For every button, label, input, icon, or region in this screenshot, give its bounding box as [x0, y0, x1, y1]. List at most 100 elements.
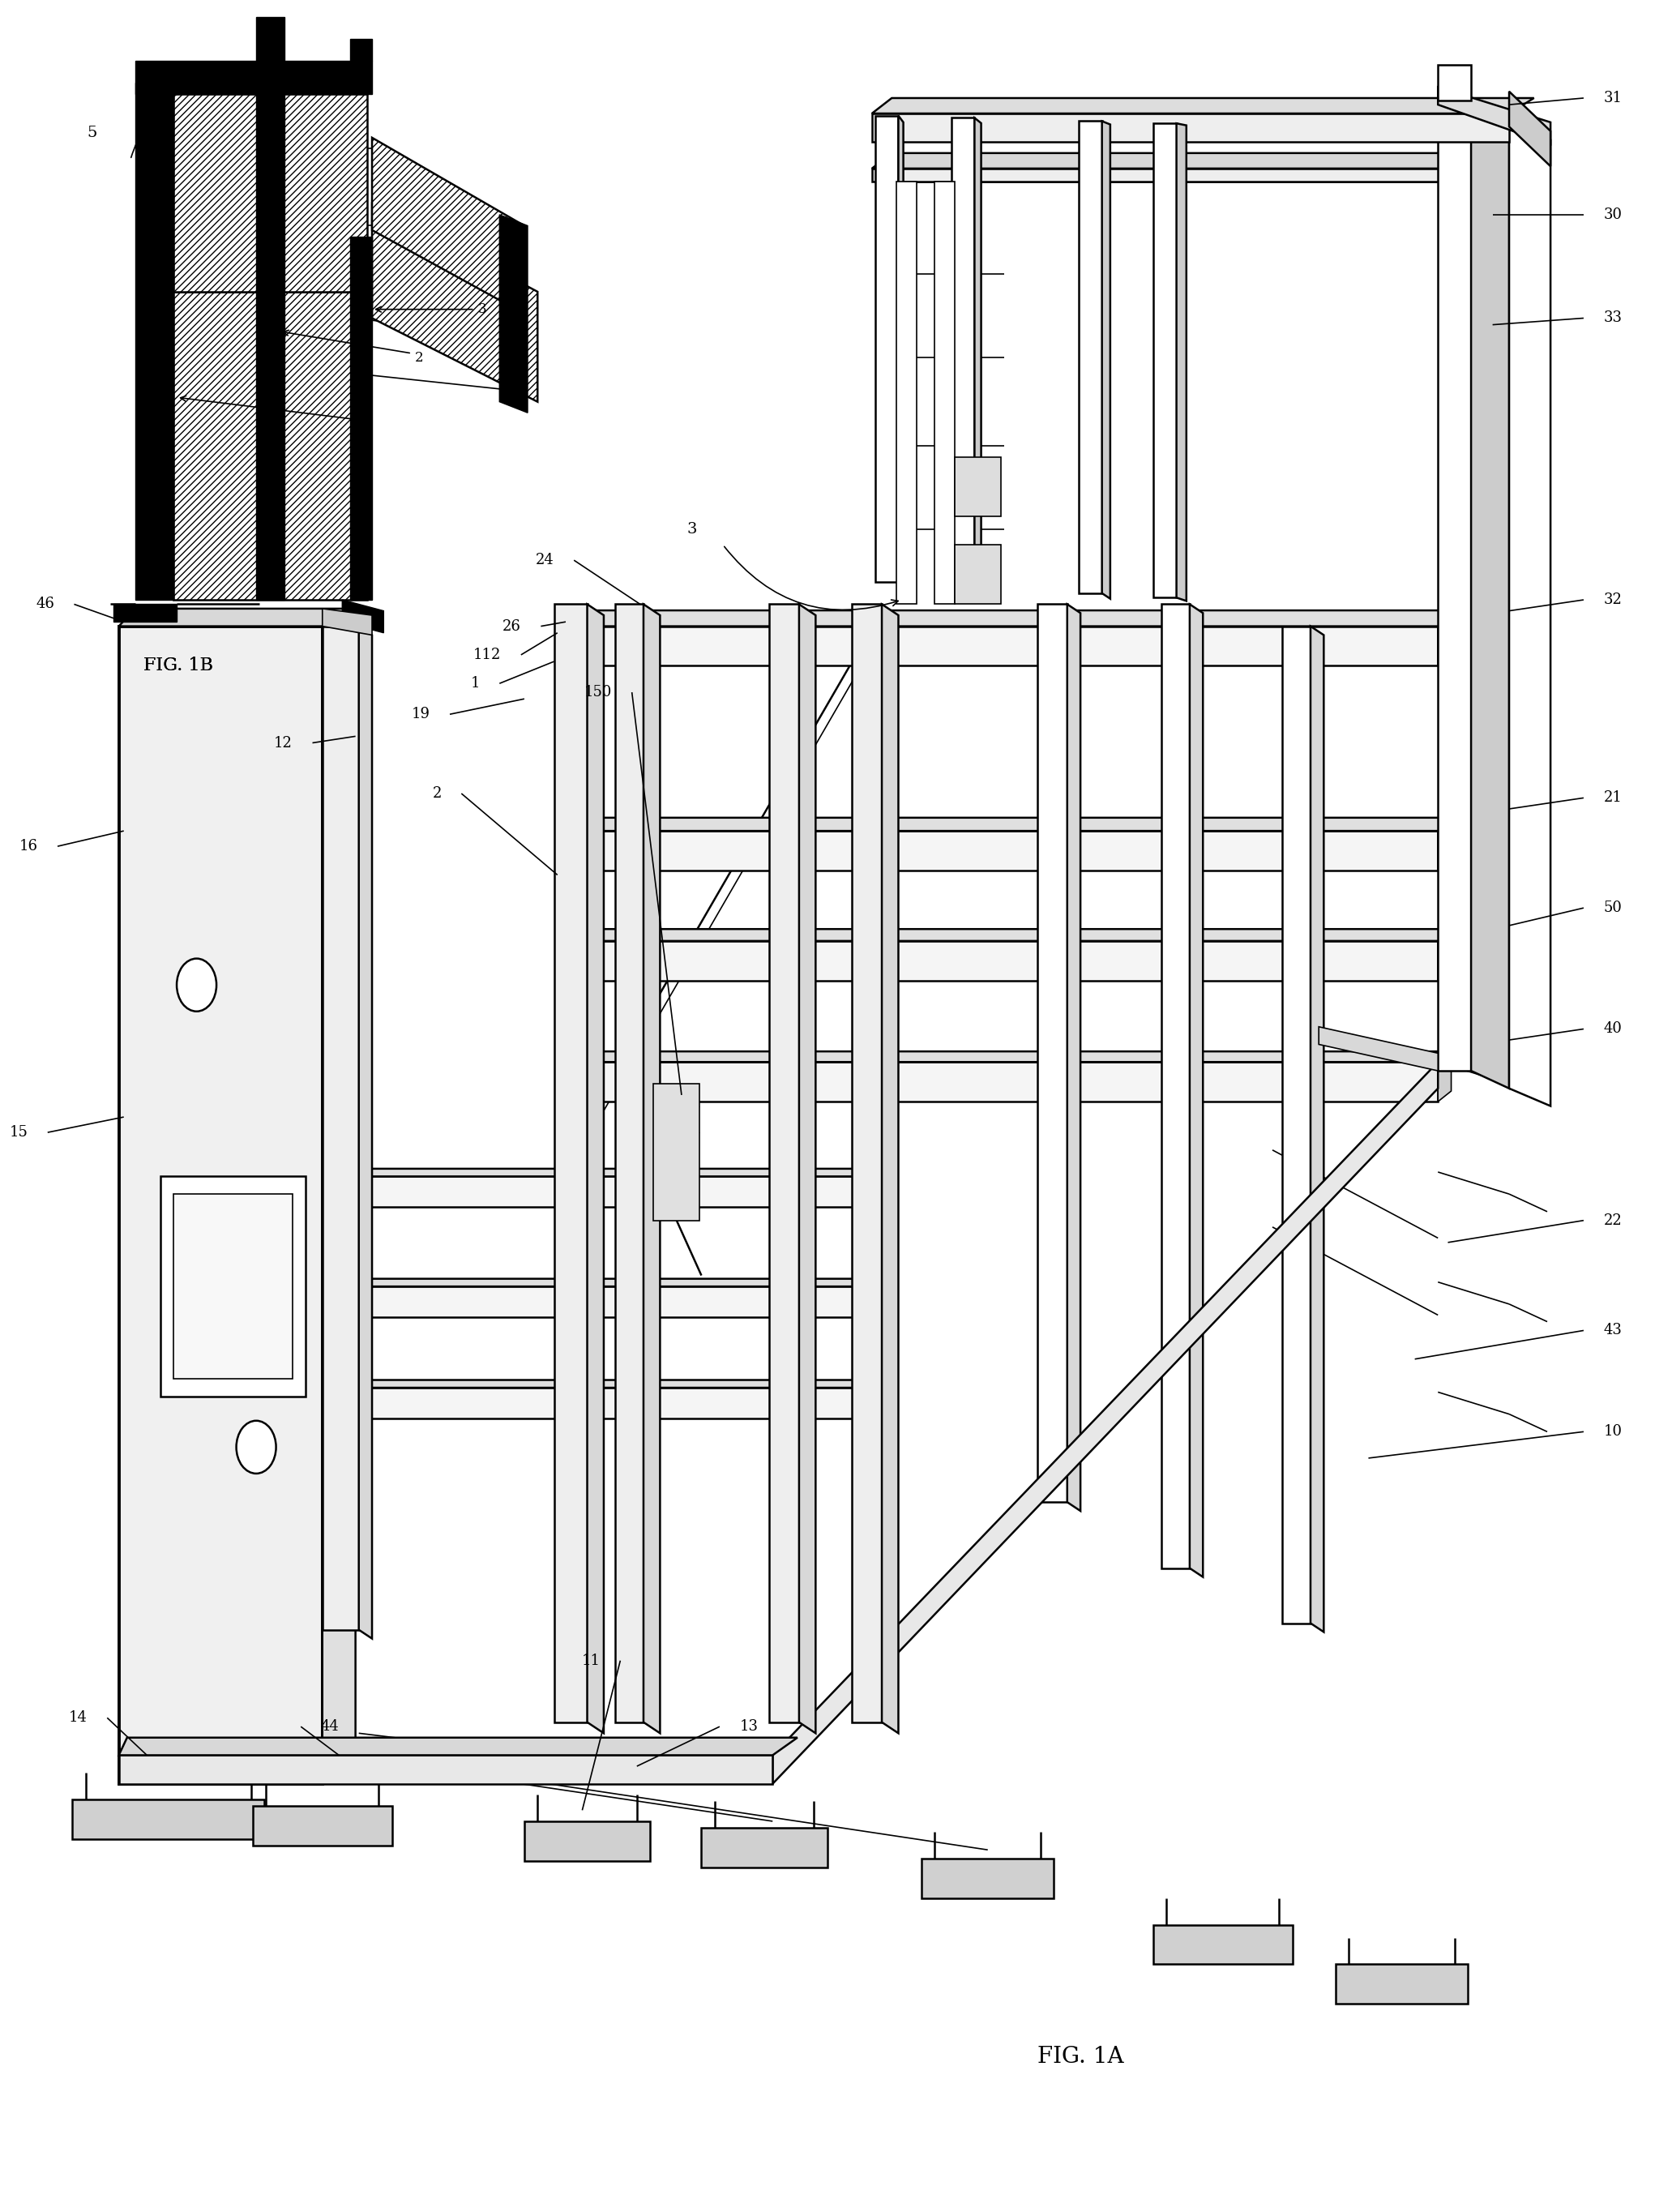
Text: 43: 43	[1603, 1323, 1622, 1338]
Polygon shape	[1078, 122, 1102, 593]
Text: 2: 2	[415, 352, 423, 365]
Polygon shape	[955, 458, 1002, 515]
Polygon shape	[174, 1194, 293, 1378]
FancyArrowPatch shape	[724, 546, 898, 611]
Polygon shape	[557, 940, 1438, 980]
Polygon shape	[935, 181, 955, 604]
Polygon shape	[1438, 818, 1455, 872]
Polygon shape	[368, 1168, 883, 1177]
Text: 19: 19	[411, 708, 430, 721]
Polygon shape	[343, 599, 383, 633]
Polygon shape	[557, 929, 1453, 940]
Text: 3: 3	[478, 303, 487, 316]
Polygon shape	[871, 168, 1510, 181]
Polygon shape	[557, 832, 1438, 872]
Polygon shape	[702, 1827, 828, 1867]
Text: 33: 33	[1603, 312, 1622, 325]
Polygon shape	[896, 181, 916, 604]
Text: 1: 1	[470, 677, 480, 690]
Polygon shape	[256, 75, 284, 599]
Polygon shape	[553, 604, 587, 1723]
Polygon shape	[881, 604, 898, 1734]
Text: 46: 46	[35, 597, 54, 611]
Polygon shape	[557, 1062, 1438, 1102]
Text: 22: 22	[1603, 1212, 1622, 1228]
Polygon shape	[135, 60, 373, 93]
Polygon shape	[368, 1387, 871, 1418]
Polygon shape	[256, 18, 284, 60]
Polygon shape	[500, 215, 528, 414]
Polygon shape	[1438, 1051, 1451, 1102]
Text: FIG. 1A: FIG. 1A	[1037, 2046, 1124, 2068]
Polygon shape	[1510, 91, 1550, 166]
Polygon shape	[955, 544, 1002, 604]
Polygon shape	[323, 608, 373, 635]
Polygon shape	[654, 1084, 701, 1221]
Text: 50: 50	[1603, 900, 1622, 916]
Polygon shape	[119, 608, 356, 626]
Polygon shape	[975, 117, 981, 595]
Text: 1: 1	[359, 416, 368, 431]
Text: 14: 14	[69, 1710, 87, 1725]
Polygon shape	[1190, 604, 1202, 1577]
Polygon shape	[368, 1279, 883, 1287]
Polygon shape	[557, 611, 1458, 626]
Text: 3: 3	[687, 522, 697, 538]
Polygon shape	[644, 604, 660, 1734]
Polygon shape	[1510, 122, 1550, 1106]
Polygon shape	[1471, 104, 1510, 1088]
Polygon shape	[898, 115, 903, 593]
Text: 16: 16	[18, 838, 38, 854]
FancyArrowPatch shape	[130, 77, 221, 157]
Polygon shape	[557, 626, 1438, 666]
Polygon shape	[1154, 1924, 1292, 1964]
Polygon shape	[368, 1380, 883, 1387]
Polygon shape	[799, 604, 816, 1734]
Polygon shape	[373, 204, 538, 403]
Polygon shape	[874, 115, 898, 582]
Polygon shape	[1311, 626, 1324, 1632]
Polygon shape	[871, 97, 1533, 113]
Text: 21: 21	[1603, 790, 1622, 805]
Polygon shape	[252, 1805, 391, 1845]
Polygon shape	[1102, 122, 1110, 599]
Text: 13: 13	[739, 1719, 757, 1734]
Polygon shape	[1438, 64, 1471, 100]
Polygon shape	[1438, 86, 1550, 144]
Text: FIG. 1B: FIG. 1B	[144, 657, 214, 675]
Polygon shape	[114, 604, 177, 622]
Text: 40: 40	[1603, 1022, 1622, 1035]
Polygon shape	[1282, 626, 1311, 1624]
Text: 112: 112	[473, 648, 502, 661]
Text: 150: 150	[584, 686, 612, 699]
Polygon shape	[853, 604, 881, 1723]
Circle shape	[177, 958, 216, 1011]
Polygon shape	[174, 292, 368, 599]
Polygon shape	[615, 604, 644, 1723]
Text: 11: 11	[582, 1652, 600, 1668]
Text: 32: 32	[1603, 593, 1622, 606]
Polygon shape	[368, 1287, 871, 1318]
Polygon shape	[557, 1051, 1451, 1062]
Polygon shape	[323, 626, 359, 1630]
Polygon shape	[871, 153, 1533, 168]
Circle shape	[236, 1420, 276, 1473]
Polygon shape	[871, 113, 1510, 142]
Polygon shape	[323, 608, 356, 1783]
Text: FIG. 1B: FIG. 1B	[144, 657, 214, 675]
Polygon shape	[1438, 611, 1458, 666]
Polygon shape	[1154, 124, 1177, 597]
Polygon shape	[1438, 929, 1453, 980]
Polygon shape	[769, 604, 799, 1723]
Polygon shape	[1037, 604, 1067, 1502]
Text: 44: 44	[321, 1719, 339, 1734]
Text: 26: 26	[503, 619, 522, 633]
Polygon shape	[587, 604, 604, 1734]
Text: 30: 30	[1603, 208, 1622, 221]
Text: 5: 5	[87, 126, 97, 142]
Polygon shape	[368, 1177, 871, 1208]
Polygon shape	[921, 1858, 1053, 1898]
Polygon shape	[351, 237, 373, 599]
Polygon shape	[161, 1177, 306, 1396]
Polygon shape	[72, 1798, 264, 1838]
